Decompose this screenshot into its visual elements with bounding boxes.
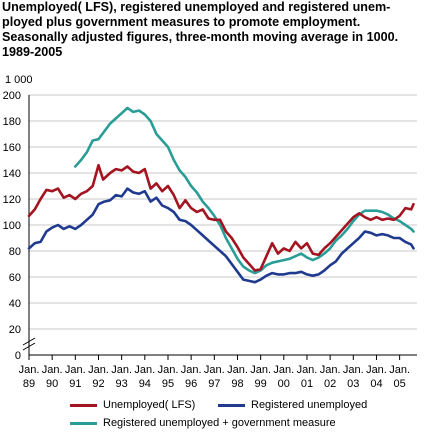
x-tick-label: Jan.: [320, 364, 341, 376]
title-line: Unemployed( LFS), registered unemployed …: [2, 0, 391, 14]
series-line-unemployed-lfs: [27, 163, 415, 272]
chart-title: Unemployed( LFS), registered unemployed …: [2, 0, 424, 60]
x-tick-label: 92: [92, 378, 104, 390]
legend-item-unemployed-lfs: Unemployed( LFS): [70, 398, 195, 412]
title-line: ployed plus government measures to promo…: [2, 15, 361, 29]
x-tick-label: Jan.: [343, 364, 364, 376]
x-tick-label: 96: [185, 378, 197, 390]
x-tick-label: 98: [231, 378, 243, 390]
x-tick-label: 89: [23, 378, 35, 390]
x-tick-label: 91: [69, 378, 81, 390]
axis-break-mark: [22, 337, 36, 346]
x-tick-label: 04: [370, 378, 382, 390]
legend-item-registered-unemployed: Registered unemployed: [218, 398, 367, 412]
legend-label: Registered unemployed: [251, 399, 368, 411]
y-tick-label: 100: [3, 220, 21, 232]
x-tick-label: Jan.: [389, 364, 410, 376]
y-tick-label: 180: [3, 116, 21, 128]
legend-swatch-registered-plus-measures: [70, 421, 97, 425]
title-line: 1989-2005: [2, 45, 63, 59]
x-tick-label: Jan.: [65, 364, 86, 376]
x-tick-label: Jan.: [204, 364, 225, 376]
legend-swatch-registered-unemployed: [218, 403, 245, 407]
y-axis-unit-label: 1 000: [5, 74, 33, 86]
x-tick-label: Jan.: [42, 364, 63, 376]
x-tick-label: Jan.: [227, 364, 248, 376]
x-tick-label: Jan.: [134, 364, 155, 376]
x-tick-label: Jan.: [297, 364, 318, 376]
x-tick-label: 97: [208, 378, 220, 390]
legend-label: Registered unemployed + government measu…: [103, 417, 336, 429]
x-tick-label: Jan.: [181, 364, 202, 376]
x-tick-label: 02: [324, 378, 336, 390]
y-tick-label: 60: [9, 272, 21, 284]
x-tick-label: Jan.: [19, 364, 40, 376]
x-tick-label: 01: [301, 378, 313, 390]
x-tick-label: 03: [347, 378, 359, 390]
legend-label: Unemployed( LFS): [103, 399, 196, 411]
x-tick-label: 05: [394, 378, 406, 390]
x-tick-label: Jan.: [366, 364, 387, 376]
y-tick-label: 160: [3, 142, 21, 154]
x-tick-label: 93: [116, 378, 128, 390]
y-tick-label: 140: [3, 168, 21, 180]
x-tick-label: 94: [139, 378, 151, 390]
title-line: Seasonally adjusted figures, three-month…: [2, 30, 399, 44]
y-tick-label: 80: [9, 246, 21, 258]
legend-item-registered-plus-measures: Registered unemployed + government measu…: [70, 416, 336, 430]
x-tick-label: 99: [255, 378, 267, 390]
x-tick-label: Jan.: [273, 364, 294, 376]
x-tick-label: 90: [46, 378, 58, 390]
x-tick-label: 00: [278, 378, 290, 390]
y-tick-label: 40: [9, 298, 21, 310]
legend-swatch-unemployed-lfs: [70, 403, 97, 407]
y-tick-label: 200: [3, 90, 21, 102]
x-tick-label: Jan.: [158, 364, 179, 376]
series-line-registered-unemployed: [27, 187, 415, 284]
x-tick-label: 95: [162, 378, 174, 390]
axis-break-mark: [22, 342, 36, 351]
y-tick-label: 120: [3, 194, 21, 206]
x-tick-label: Jan.: [111, 364, 132, 376]
x-tick-label: Jan.: [250, 364, 271, 376]
y-tick-label: 0: [15, 350, 21, 362]
x-tick-label: Jan.: [88, 364, 109, 376]
y-tick-label: 20: [9, 324, 21, 336]
